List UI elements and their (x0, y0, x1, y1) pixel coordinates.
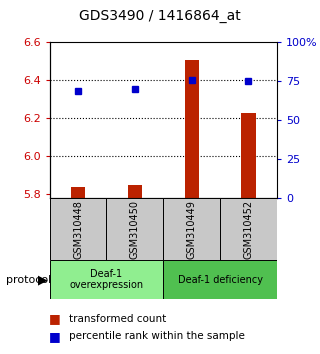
Bar (128, 185, 142, 198)
Bar (185, 59, 199, 198)
Text: GSM310449: GSM310449 (187, 200, 196, 259)
Text: GDS3490 / 1416864_at: GDS3490 / 1416864_at (79, 9, 241, 23)
Bar (71, 187, 85, 198)
Bar (241, 113, 255, 198)
Text: GSM310452: GSM310452 (244, 200, 253, 259)
Bar (50, 198, 106, 260)
Text: GSM310448: GSM310448 (73, 200, 83, 259)
Text: ▶: ▶ (38, 273, 48, 286)
Text: Deaf-1
overexpression: Deaf-1 overexpression (69, 269, 143, 291)
Bar (106, 198, 163, 260)
Text: ■: ■ (49, 312, 60, 325)
Text: GSM310450: GSM310450 (130, 200, 140, 259)
Text: ■: ■ (49, 330, 60, 343)
Bar (50, 260, 163, 299)
Text: protocol: protocol (6, 275, 52, 285)
Bar (163, 260, 277, 299)
Text: transformed count: transformed count (69, 314, 166, 324)
Bar (220, 198, 277, 260)
Text: percentile rank within the sample: percentile rank within the sample (69, 331, 245, 341)
Bar (163, 198, 220, 260)
Text: Deaf-1 deficiency: Deaf-1 deficiency (178, 275, 262, 285)
